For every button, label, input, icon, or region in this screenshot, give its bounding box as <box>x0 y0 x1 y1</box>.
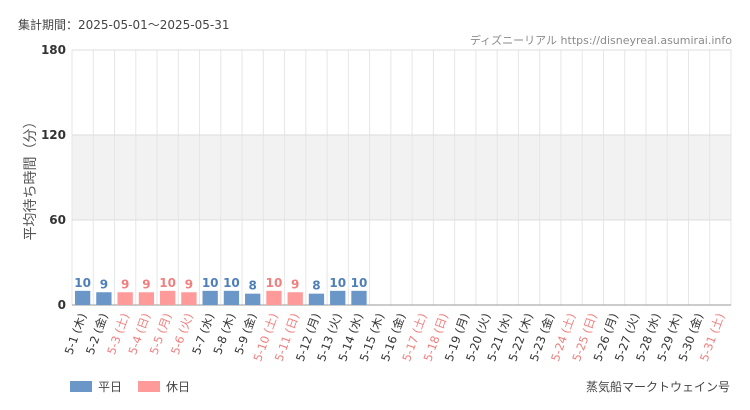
y-axis-title: 平均待ち時間（分） <box>23 115 39 241</box>
bar <box>117 292 133 305</box>
bar <box>74 290 91 305</box>
data-label: 10 <box>202 276 219 290</box>
period-label: 集計期間：2025-05-01～2025-05-31 <box>18 18 230 32</box>
bar <box>160 290 176 305</box>
bar <box>330 290 346 305</box>
y-tick-label: 120 <box>41 128 66 142</box>
legend-weekday-label: 平日 <box>98 380 123 394</box>
bar <box>266 290 282 305</box>
data-label: 10 <box>159 276 176 290</box>
bar <box>202 290 218 305</box>
bar <box>308 293 325 305</box>
bar <box>181 292 197 305</box>
data-label: 9 <box>291 277 299 291</box>
data-label: 10 <box>74 276 91 290</box>
source-label: ディズニーリアル https://disneyreal.asumirai.inf… <box>469 34 732 47</box>
data-label: 9 <box>121 277 129 291</box>
data-label: 9 <box>100 277 108 291</box>
data-label: 10 <box>223 276 240 290</box>
legend: 平日 休日 <box>70 378 206 395</box>
data-label: 8 <box>312 279 320 293</box>
bar <box>223 290 240 305</box>
data-label: 10 <box>329 276 346 290</box>
data-label: 10 <box>266 276 283 290</box>
data-label: 9 <box>142 277 150 291</box>
legend-weekday-swatch <box>70 381 92 392</box>
legend-holiday: 休日 <box>138 378 190 395</box>
bar <box>245 293 261 305</box>
legend-weekday: 平日 <box>70 378 122 395</box>
bar <box>138 292 155 305</box>
bar <box>287 292 303 305</box>
data-label: 9 <box>185 277 193 291</box>
bar <box>351 290 367 305</box>
attraction-name: 蒸気船マークトウェイン号 <box>585 380 730 394</box>
y-tick-label: 60 <box>49 213 66 227</box>
legend-holiday-swatch <box>138 381 161 392</box>
y-tick-label: 180 <box>41 43 66 57</box>
bar <box>96 292 112 305</box>
data-label: 10 <box>351 276 368 290</box>
legend-holiday-label: 休日 <box>166 380 191 394</box>
y-tick-label: 0 <box>58 298 66 312</box>
data-label: 8 <box>249 279 257 293</box>
shaded-band <box>72 135 731 220</box>
